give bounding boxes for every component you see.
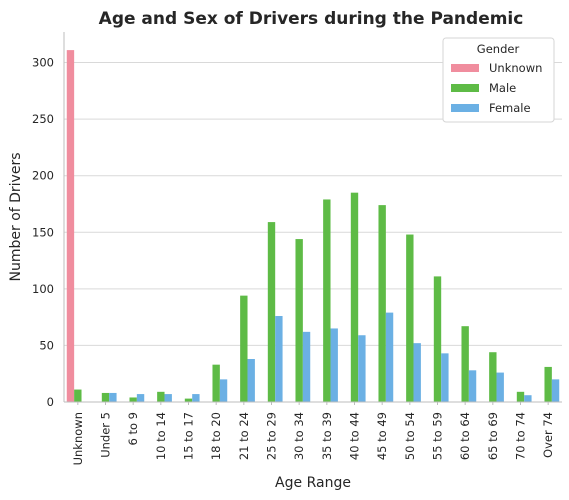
legend-title: Gender xyxy=(477,42,520,56)
x-tick-label: 45 to 49 xyxy=(375,412,389,460)
bar-female-10-to-14 xyxy=(164,394,172,402)
bar-male-25-to-29 xyxy=(267,222,276,402)
legend-label-male: Male xyxy=(489,81,516,95)
bar-male-40-to-44 xyxy=(350,192,359,402)
bar-male-18-to-20 xyxy=(212,364,220,402)
legend-swatch-female xyxy=(451,104,479,112)
x-tick-label: 70 to 74 xyxy=(514,412,528,460)
bar-female-50-to-54 xyxy=(413,343,421,402)
bar-female-30-to-34 xyxy=(302,331,311,402)
y-axis-label: Number of Drivers xyxy=(8,152,24,281)
legend-label-unknown: Unknown xyxy=(489,61,542,75)
x-tick-label: 18 to 20 xyxy=(209,412,223,460)
legend-box xyxy=(442,37,555,123)
chart-title: Age and Sex of Drivers during the Pandem… xyxy=(99,9,524,29)
bar-male-70-to-74 xyxy=(516,391,525,402)
x-tick-label: 15 to 17 xyxy=(182,412,196,460)
x-tick-label: 10 to 14 xyxy=(154,412,168,460)
bar-male-65-to-69 xyxy=(489,352,497,402)
bar-female-60-to-64 xyxy=(468,370,477,402)
bar-male-over-74 xyxy=(544,366,552,402)
y-tick-label: 100 xyxy=(32,282,54,296)
bar-female-45-to-49 xyxy=(385,312,394,402)
legend: Gender Unknown Male Female xyxy=(442,37,555,123)
legend-label-female: Female xyxy=(489,101,531,115)
y-tick-label: 150 xyxy=(32,225,54,239)
y-tick-label: 50 xyxy=(39,338,54,352)
x-tick-label: 21 to 24 xyxy=(237,412,251,460)
bar-female-over-74 xyxy=(551,379,560,402)
x-tick-label: 50 to 54 xyxy=(403,412,417,460)
x-tick-label: 55 to 59 xyxy=(431,412,445,460)
y-tick-label: 200 xyxy=(32,169,54,183)
bar-male-55-to-59 xyxy=(433,276,442,402)
bar-female-15-to-17 xyxy=(192,394,200,402)
bar-male-10-to-14 xyxy=(157,391,165,402)
bar-male-30-to-34 xyxy=(295,239,303,402)
legend-swatch-unknown xyxy=(451,64,479,72)
bar-female-25-to-29 xyxy=(275,316,283,402)
bar-male-6-to-9 xyxy=(129,397,137,402)
x-tick-label: 30 to 34 xyxy=(292,412,306,460)
x-tick-label: Over 74 xyxy=(541,412,555,458)
bar-female-21-to-24 xyxy=(247,359,255,402)
x-tick-label: Under 5 xyxy=(99,412,113,458)
bar-female-6-to-9 xyxy=(136,394,145,402)
bar-female-40-to-44 xyxy=(358,335,366,402)
x-tick-labels: Unknown Under 5 6 to 9 10 to 14 15 to 17 18 t… xyxy=(71,402,555,465)
bar-female-35-to-39 xyxy=(330,328,338,402)
bar-female-65-to-69 xyxy=(496,372,504,402)
bar-female-under-5 xyxy=(109,392,117,402)
x-tick-label: Unknown xyxy=(71,412,85,465)
x-tick-label: 65 to 69 xyxy=(486,412,500,460)
grid-lines xyxy=(64,62,562,346)
bar-male-50-to-54 xyxy=(406,234,414,402)
x-tick-label: 40 to 44 xyxy=(348,412,362,460)
x-tick-label: 60 to 64 xyxy=(458,412,472,460)
bar-male-60-to-64 xyxy=(461,326,469,402)
y-tick-labels: 0 50 100 150 200 250 300 xyxy=(32,56,54,409)
bar-female-55-to-59 xyxy=(441,353,449,402)
bars xyxy=(66,50,560,403)
legend-swatch-male xyxy=(451,84,479,92)
bar-male-35-to-39 xyxy=(323,199,331,402)
x-tick-label: 6 to 9 xyxy=(126,412,140,446)
bar-female-70-to-74 xyxy=(524,395,532,402)
x-tick-label: 25 to 29 xyxy=(265,412,279,460)
bar-female-18-to-20 xyxy=(219,379,228,402)
bar-male-45-to-49 xyxy=(378,205,386,402)
y-tick-label: 0 xyxy=(47,395,54,409)
bar-male-21-to-24 xyxy=(240,295,248,402)
bar-male-15-to-17 xyxy=(184,398,193,402)
x-tick-label: 35 to 39 xyxy=(320,412,334,460)
bar-male-under-5 xyxy=(101,392,110,402)
x-axis-label: Age Range xyxy=(275,475,351,491)
y-tick-label: 300 xyxy=(32,56,54,70)
y-tick-label: 250 xyxy=(32,112,54,126)
bar-male-unknown xyxy=(74,389,82,402)
bar-unknown-unknown xyxy=(66,50,75,403)
